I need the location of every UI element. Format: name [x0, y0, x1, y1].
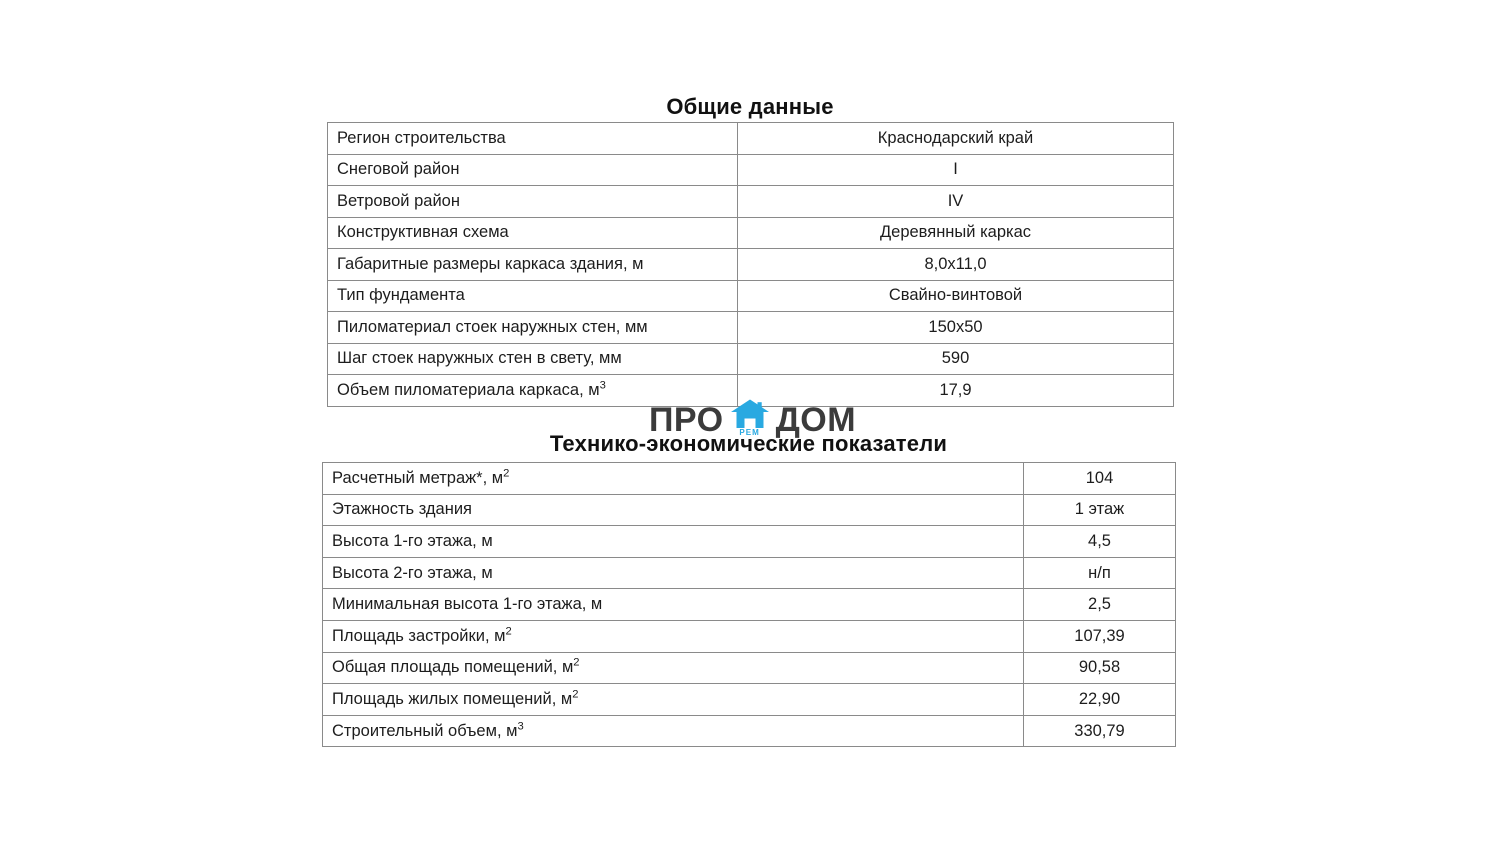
row-label: Снеговой район — [327, 153, 738, 186]
row-value: 1 этаж — [1023, 493, 1176, 527]
row-value: Деревянный каркас — [737, 216, 1174, 249]
row-value: 22,90 — [1023, 683, 1176, 716]
row-label: Пиломатериал стоек наружных стен, мм — [327, 311, 738, 344]
row-label: Объем пиломатериала каркаса, м3 — [327, 374, 738, 407]
row-value: I — [737, 153, 1174, 186]
general-data-table: Регион строительства Краснодарский край Сн… — [327, 122, 1174, 407]
table-row: Площадь жилых помещений, м2 22,90 — [322, 683, 1176, 716]
row-label: Площадь застройки, м2 — [322, 619, 1024, 653]
pro-rem-dom-logo: ПРО РЕМ ДОМ — [645, 398, 860, 442]
table-row: Пиломатериал стоек наружных стен, мм 150х… — [327, 311, 1174, 344]
technical-indicators-table: Расчетный метраж*, м2 104 Этажность здания… — [322, 462, 1176, 748]
row-value: 90,58 — [1023, 651, 1176, 685]
table-row: Габаритные размеры каркаса здания, м 8,0х… — [327, 248, 1174, 281]
row-value: 150х50 — [737, 311, 1174, 344]
table-row: Высота 2-го этажа, м н/п — [322, 556, 1176, 590]
general-data-title: Общие данные — [666, 94, 834, 119]
row-label: Высота 2-го этажа, м — [322, 556, 1024, 590]
table-row: Общая площадь помещений, м2 90,58 — [322, 651, 1176, 685]
row-value: Краснодарский край — [737, 122, 1174, 155]
row-value: н/п — [1023, 556, 1176, 590]
row-value: 8,0х11,0 — [737, 248, 1174, 281]
row-label-superscript: 2 — [572, 688, 579, 701]
table-row: Расчетный метраж*, м2 104 — [322, 462, 1176, 495]
logo-rem-label: РЕМ — [739, 428, 760, 437]
row-label-superscript: 3 — [517, 720, 524, 733]
row-label: Габаритные размеры каркаса здания, м — [327, 248, 738, 281]
row-label: Конструктивная схема — [327, 216, 738, 249]
row-label-superscript: 2 — [505, 625, 512, 638]
general-data-table-body: Регион строительства Краснодарский край Сн… — [327, 122, 1174, 407]
logo-word-left: ПРО — [648, 401, 724, 439]
row-label: Этажность здания — [322, 493, 1024, 527]
row-value: Свайно-винтовой — [737, 279, 1174, 312]
table-row: Шаг стоек наружных стен в свету, мм 590 — [327, 342, 1174, 375]
row-label-superscript: 2 — [573, 656, 580, 669]
table-row: Тип фундамента Свайно-винтовой — [327, 279, 1174, 312]
table-row: Конструктивная схема Деревянный каркас — [327, 216, 1174, 249]
row-value: 330,79 — [1023, 714, 1176, 748]
table-row: Этажность здания 1 этаж — [322, 493, 1176, 527]
row-value: 17,9 — [737, 374, 1174, 407]
table-row: Площадь застройки, м2 107,39 — [322, 619, 1176, 653]
table-row: Объем пиломатериала каркаса, м3 17,9 — [327, 374, 1174, 407]
row-value: 2,5 — [1023, 588, 1176, 621]
row-label: Регион строительства — [327, 122, 738, 155]
table-row: Минимальная высота 1-го этажа, м 2,5 — [322, 588, 1176, 621]
row-label: Ветровой район — [327, 185, 738, 218]
table-row: Снеговой район I — [327, 153, 1174, 186]
row-label: Шаг стоек наружных стен в свету, мм — [327, 342, 738, 375]
row-label-superscript: 3 — [599, 379, 606, 392]
row-label-superscript: 2 — [503, 467, 510, 480]
table-row: Строительный объем, м3 330,79 — [322, 714, 1176, 748]
row-value: 107,39 — [1023, 619, 1176, 653]
table-row: Регион строительства Краснодарский край — [327, 122, 1174, 155]
row-label: Общая площадь помещений, м2 — [322, 651, 1024, 685]
table-row: Высота 1-го этажа, м 4,5 — [322, 525, 1176, 558]
technical-indicators-title: Технико-экономические показатели — [549, 431, 948, 456]
row-label: Строительный объем, м3 — [322, 714, 1024, 748]
row-value: IV — [737, 185, 1174, 218]
row-value: 4,5 — [1023, 525, 1176, 558]
row-label: Высота 1-го этажа, м — [322, 525, 1024, 558]
technical-indicators-table-body: Расчетный метраж*, м2 104 Этажность здания… — [322, 462, 1176, 748]
row-value: 590 — [737, 342, 1174, 375]
row-label: Минимальная высота 1-го этажа, м — [322, 588, 1024, 621]
table-row: Ветровой район IV — [327, 185, 1174, 218]
row-label: Расчетный метраж*, м2 — [322, 462, 1024, 495]
row-label: Тип фундамента — [327, 279, 738, 312]
logo-word-right: ДОМ — [775, 401, 857, 439]
house-icon: РЕМ — [730, 399, 770, 441]
row-value: 104 — [1023, 462, 1176, 495]
row-label: Площадь жилых помещений, м2 — [322, 683, 1024, 716]
